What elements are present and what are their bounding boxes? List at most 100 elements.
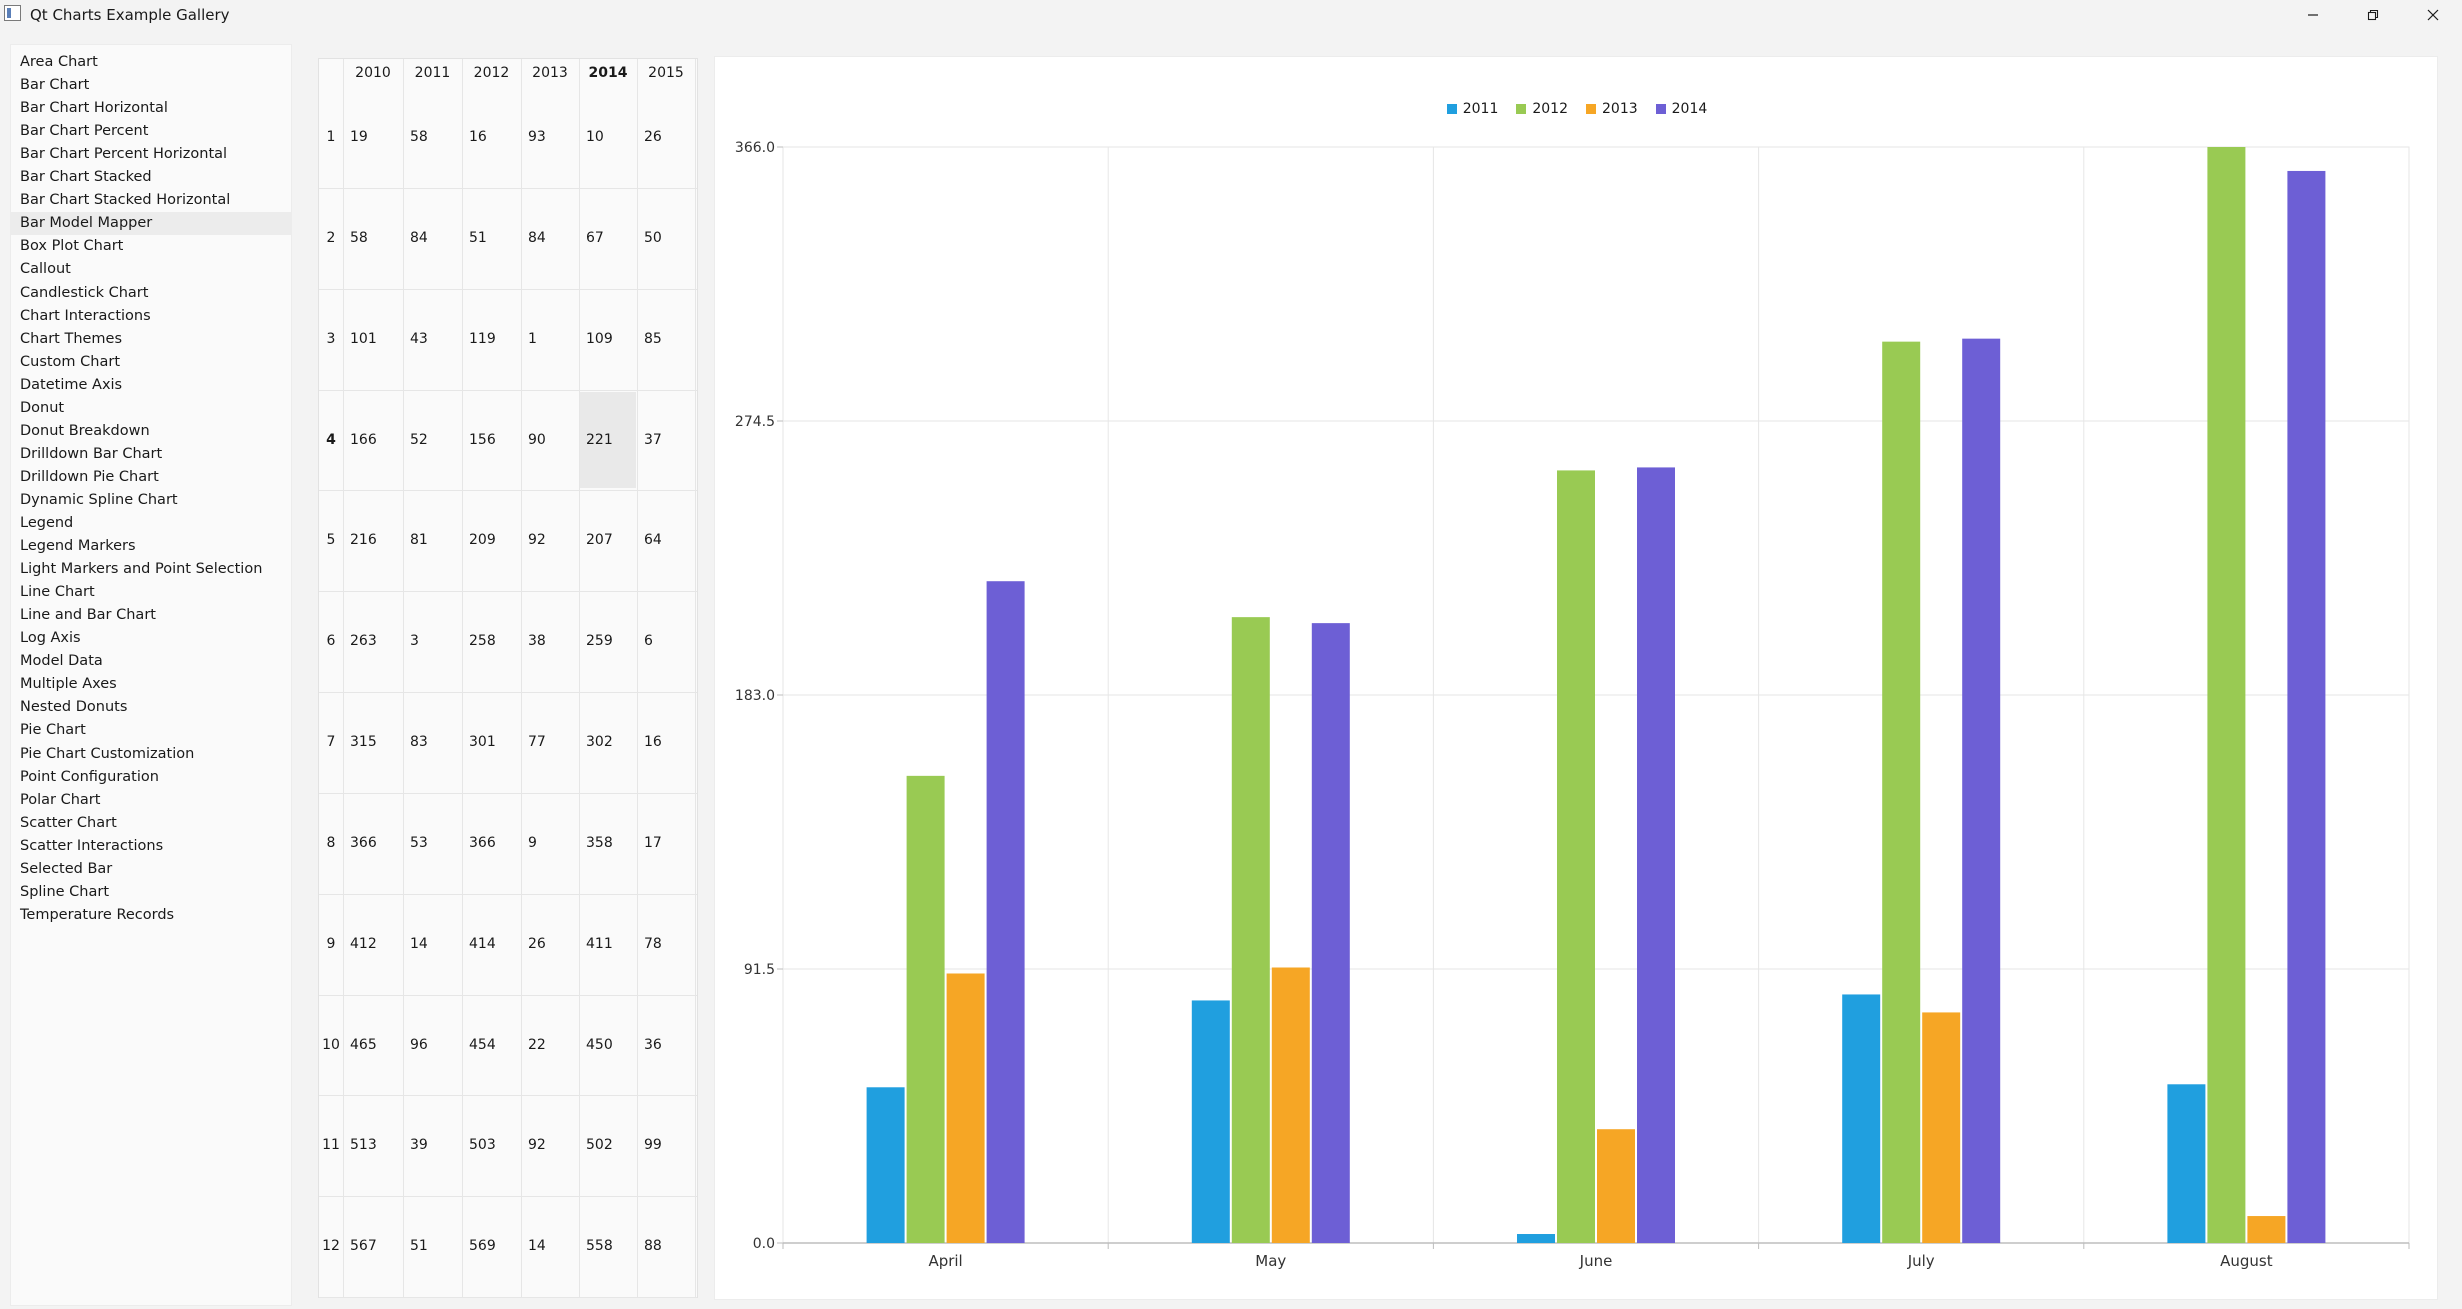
sidebar-item-scatter-chart[interactable]: Scatter Chart — [20, 814, 117, 831]
table-cell[interactable]: 221 — [580, 391, 636, 489]
sidebar-item-bar-chart-percent-horizontal[interactable]: Bar Chart Percent Horizontal — [20, 146, 228, 163]
table-cell[interactable]: 263 — [350, 633, 377, 650]
column-header-2013[interactable]: 2013 — [532, 65, 568, 81]
sidebar-item-legend-markers[interactable]: Legend Markers — [20, 538, 136, 555]
sidebar-item-nested-donuts[interactable]: Nested Donuts — [20, 699, 128, 716]
sidebar-item-line-and-bar-chart[interactable]: Line and Bar Chart — [20, 607, 156, 624]
sidebar-item-drilldown-bar-chart[interactable]: Drilldown Bar Chart — [20, 445, 163, 462]
table-cell[interactable]: 3 — [410, 633, 419, 650]
sidebar-item-polar-chart[interactable]: Polar Chart — [20, 791, 101, 808]
table-cell[interactable]: 301 — [469, 734, 496, 750]
table-cell[interactable]: 51 — [410, 1238, 428, 1255]
table-cell[interactable]: 92 — [528, 1137, 546, 1154]
table-cell[interactable]: 37 — [644, 431, 662, 448]
table-cell[interactable]: 366 — [350, 834, 377, 851]
table-cell[interactable]: 99 — [644, 1137, 662, 1154]
table-cell[interactable]: 14 — [528, 1238, 546, 1255]
table-cell[interactable]: 6 — [644, 633, 653, 650]
table-cell[interactable]: 502 — [586, 1137, 613, 1154]
table-cell[interactable]: 50 — [644, 229, 662, 246]
row-header[interactable]: 3 — [326, 330, 336, 347]
sidebar-item-log-axis[interactable]: Log Axis — [20, 630, 81, 647]
row-header[interactable]: 6 — [326, 633, 336, 650]
table-cell[interactable]: 166 — [350, 431, 377, 448]
table-cell[interactable]: 465 — [350, 1036, 377, 1053]
sidebar-item-pie-chart-customization[interactable]: Pie Chart Customization — [20, 745, 195, 762]
sidebar-item-dynamic-spline-chart[interactable]: Dynamic Spline Chart — [20, 491, 178, 508]
sidebar-item-donut[interactable]: Donut — [20, 399, 65, 416]
table-cell[interactable]: 43 — [410, 330, 428, 347]
table-cell[interactable]: 558 — [586, 1238, 613, 1255]
table-cell[interactable]: 207 — [586, 532, 613, 549]
sidebar-item-drilldown-pie-chart[interactable]: Drilldown Pie Chart — [20, 468, 159, 485]
table-cell[interactable]: 315 — [350, 734, 377, 750]
data-table[interactable]: 2010 2011 2012 2013 2014 2015 1 19 58 16 93 10 26 2 58… — [318, 58, 698, 1298]
sidebar-item-bar-chart-percent[interactable]: Bar Chart Percent — [20, 123, 149, 140]
table-cell[interactable]: 414 — [469, 935, 496, 952]
sidebar-item-multiple-axes[interactable]: Multiple Axes — [20, 676, 117, 693]
table-cell[interactable]: 26 — [644, 129, 662, 145]
column-header-2011[interactable]: 2011 — [414, 65, 451, 81]
table-cell[interactable]: 52 — [410, 431, 428, 448]
column-header-2014[interactable]: 2014 — [588, 65, 628, 81]
table-cell[interactable]: 22 — [528, 1036, 546, 1053]
table-cell[interactable]: 84 — [528, 229, 546, 246]
table-cell[interactable]: 93 — [528, 129, 546, 145]
row-header[interactable]: 12 — [322, 1238, 340, 1255]
row-header[interactable]: 2 — [326, 229, 336, 246]
table-cell[interactable]: 85 — [644, 330, 662, 347]
table-cell[interactable]: 258 — [469, 633, 496, 650]
table-cell[interactable]: 209 — [469, 532, 496, 549]
sidebar-item-donut-breakdown[interactable]: Donut Breakdown — [20, 422, 150, 439]
table-cell[interactable]: 51 — [469, 229, 487, 246]
table-cell[interactable]: 92 — [528, 532, 546, 549]
example-list[interactable]: Area Chart Bar Chart Bar Chart Horizontal B… — [10, 44, 292, 1306]
table-cell[interactable]: 567 — [350, 1238, 377, 1255]
table-cell[interactable]: 513 — [350, 1137, 377, 1154]
sidebar-item-callout[interactable]: Callout — [20, 261, 71, 278]
sidebar-item-model-data[interactable]: Model Data — [20, 653, 103, 670]
column-header-2010[interactable]: 2010 — [355, 65, 391, 81]
sidebar-item-chart-themes[interactable]: Chart Themes — [20, 330, 123, 347]
table-cell[interactable]: 14 — [410, 935, 428, 952]
column-header-2015[interactable]: 2015 — [648, 65, 684, 81]
sidebar-item-light-markers-and-point-selection[interactable]: Light Markers and Point Selection — [20, 561, 263, 578]
sidebar-item-area-chart[interactable]: Area Chart — [20, 54, 98, 70]
restore-button[interactable] — [2343, 0, 2403, 30]
table-cell[interactable]: 67 — [586, 229, 604, 246]
close-button[interactable] — [2403, 0, 2462, 30]
table-cell[interactable]: 156 — [469, 431, 496, 448]
table-cell[interactable]: 64 — [644, 532, 662, 549]
sidebar-item-datetime-axis[interactable]: Datetime Axis — [20, 376, 123, 393]
table-cell[interactable]: 569 — [469, 1238, 496, 1255]
table-cell[interactable]: 9 — [528, 834, 537, 851]
table-cell[interactable]: 53 — [410, 834, 428, 851]
table-cell[interactable]: 84 — [410, 229, 428, 246]
row-header[interactable]: 4 — [326, 431, 336, 448]
row-header[interactable]: 9 — [326, 935, 336, 952]
table-cell[interactable]: 109 — [586, 330, 613, 347]
sidebar-item-legend[interactable]: Legend — [20, 515, 74, 531]
sidebar-item-bar-chart-horizontal[interactable]: Bar Chart Horizontal — [20, 100, 168, 117]
minimize-button[interactable] — [2283, 0, 2343, 30]
table-cell[interactable]: 39 — [410, 1137, 428, 1154]
table-cell[interactable]: 88 — [644, 1238, 662, 1255]
table-cell[interactable]: 90 — [528, 431, 546, 448]
table-cell[interactable]: 503 — [469, 1137, 496, 1154]
table-cell[interactable]: 1 — [528, 330, 537, 347]
table-cell[interactable]: 358 — [586, 834, 613, 851]
table-cell[interactable]: 412 — [350, 935, 377, 952]
table-cell[interactable]: 19 — [350, 129, 368, 145]
table-cell[interactable]: 16 — [469, 129, 487, 145]
sidebar-item-temperature-records[interactable]: Temperature Records — [20, 906, 175, 923]
sidebar-item-box-plot-chart[interactable]: Box Plot Chart — [20, 238, 124, 255]
table-cell[interactable]: 450 — [586, 1036, 613, 1053]
row-header[interactable]: 11 — [322, 1137, 340, 1154]
sidebar-item-scatter-interactions[interactable]: Scatter Interactions — [20, 837, 164, 854]
table-cell[interactable]: 101 — [350, 330, 377, 347]
table-cell[interactable]: 38 — [528, 633, 546, 650]
table-cell[interactable]: 302 — [586, 734, 613, 750]
table-cell[interactable]: 58 — [410, 129, 428, 145]
row-header[interactable]: 8 — [326, 834, 336, 851]
table-cell[interactable]: 78 — [644, 935, 662, 952]
